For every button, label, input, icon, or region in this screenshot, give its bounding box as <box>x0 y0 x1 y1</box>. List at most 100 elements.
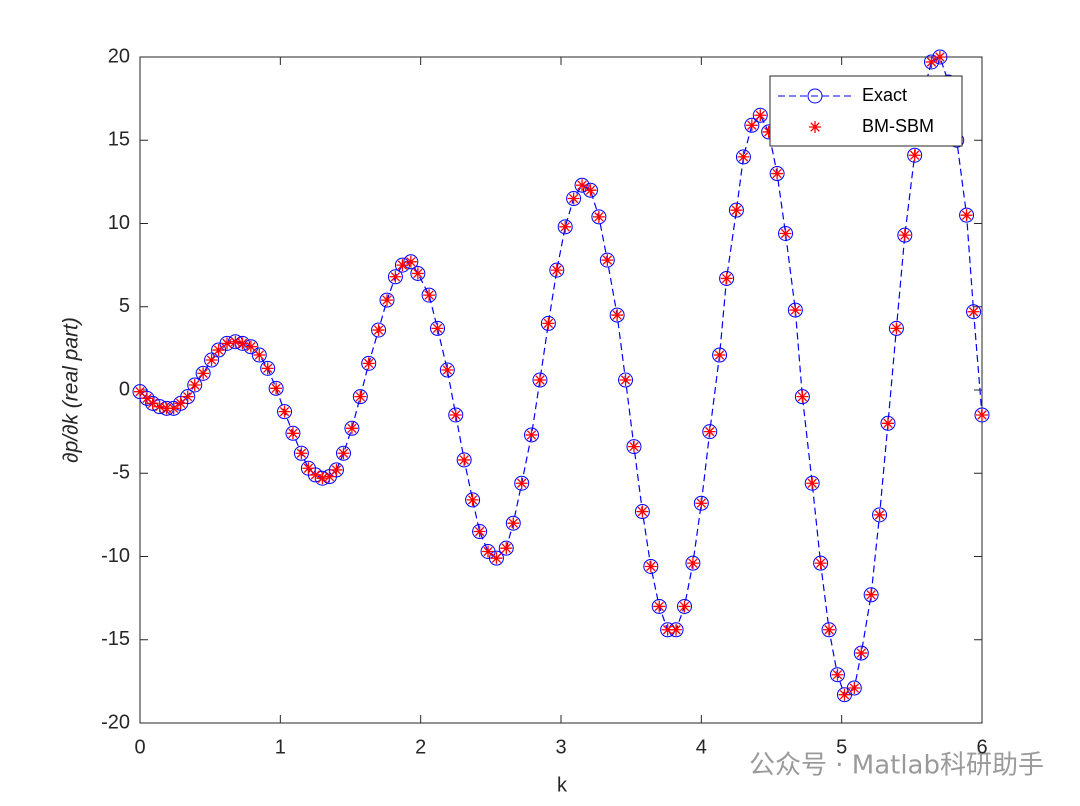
marker <box>212 344 225 357</box>
marker <box>532 372 548 388</box>
marker <box>540 315 556 331</box>
marker <box>316 472 329 485</box>
marker <box>769 166 785 182</box>
legend-marker <box>807 88 823 104</box>
marker <box>328 462 344 478</box>
marker <box>430 320 446 336</box>
marker <box>153 400 166 413</box>
marker <box>693 495 709 511</box>
marker <box>923 54 939 70</box>
marker <box>576 179 589 192</box>
marker <box>813 555 829 571</box>
marker <box>465 492 481 508</box>
marker <box>295 447 308 460</box>
marker <box>533 374 546 387</box>
marker <box>160 402 173 415</box>
marker <box>431 322 444 335</box>
marker <box>251 347 267 363</box>
marker <box>505 515 521 531</box>
marker <box>335 445 351 461</box>
y-tick-label: 5 <box>119 295 130 317</box>
marker <box>337 447 350 460</box>
marker <box>829 667 845 683</box>
marker <box>293 445 309 461</box>
x-tick-label: 3 <box>555 736 566 758</box>
marker <box>277 404 293 420</box>
marker <box>195 365 211 381</box>
marker <box>908 149 921 162</box>
marker <box>423 289 436 302</box>
legend: Exact BM-SBM <box>769 75 963 147</box>
marker <box>352 389 368 405</box>
marker <box>542 317 555 330</box>
marker <box>448 407 464 423</box>
marker <box>229 335 242 348</box>
marker <box>653 600 666 613</box>
marker <box>796 390 809 403</box>
marker <box>898 229 911 242</box>
marker <box>880 415 896 431</box>
marker <box>466 493 479 506</box>
marker <box>881 417 894 430</box>
marker <box>456 452 472 468</box>
marker <box>744 117 760 133</box>
marker <box>584 184 597 197</box>
marker <box>685 555 701 571</box>
marker <box>515 477 528 490</box>
marker <box>285 425 301 441</box>
marker <box>458 453 471 466</box>
x-tick-label: 4 <box>696 736 707 758</box>
marker <box>221 337 234 350</box>
y-tick-label: -10 <box>101 545 130 567</box>
y-tick-label: 15 <box>108 129 130 151</box>
marker <box>244 340 257 353</box>
marker <box>134 385 146 398</box>
marker <box>146 397 159 410</box>
marker <box>344 420 360 436</box>
marker <box>754 109 767 122</box>
marker <box>702 424 718 440</box>
x-tick-label: 1 <box>275 736 286 758</box>
marker <box>141 392 154 405</box>
marker <box>703 425 716 438</box>
marker <box>719 270 735 286</box>
marker <box>507 517 520 530</box>
marker <box>806 477 819 490</box>
marker <box>421 287 437 303</box>
legend-marker <box>809 121 821 133</box>
marker <box>204 352 220 368</box>
marker <box>187 377 203 393</box>
marker <box>794 389 810 405</box>
marker <box>933 51 946 63</box>
marker <box>745 119 758 132</box>
marker <box>865 588 878 601</box>
marker <box>472 524 488 540</box>
marker <box>302 462 315 475</box>
marker <box>720 272 733 285</box>
marker <box>823 623 836 636</box>
marker <box>960 209 973 222</box>
marker <box>550 264 563 277</box>
marker <box>974 407 990 423</box>
marker <box>473 525 486 538</box>
marker <box>627 440 640 453</box>
marker <box>500 542 513 555</box>
y-tick-label: -5 <box>112 462 130 484</box>
marker <box>853 645 869 661</box>
marker <box>636 505 649 518</box>
marker <box>490 552 503 565</box>
marker <box>888 320 904 336</box>
marker <box>380 294 393 307</box>
marker <box>482 545 495 558</box>
marker <box>779 227 792 240</box>
marker <box>778 225 794 241</box>
marker <box>737 150 750 163</box>
marker <box>404 255 417 268</box>
marker <box>582 182 598 198</box>
marker <box>439 362 455 378</box>
marker <box>678 600 691 613</box>
marker <box>728 202 744 218</box>
marker <box>661 623 674 636</box>
marker <box>787 302 803 318</box>
